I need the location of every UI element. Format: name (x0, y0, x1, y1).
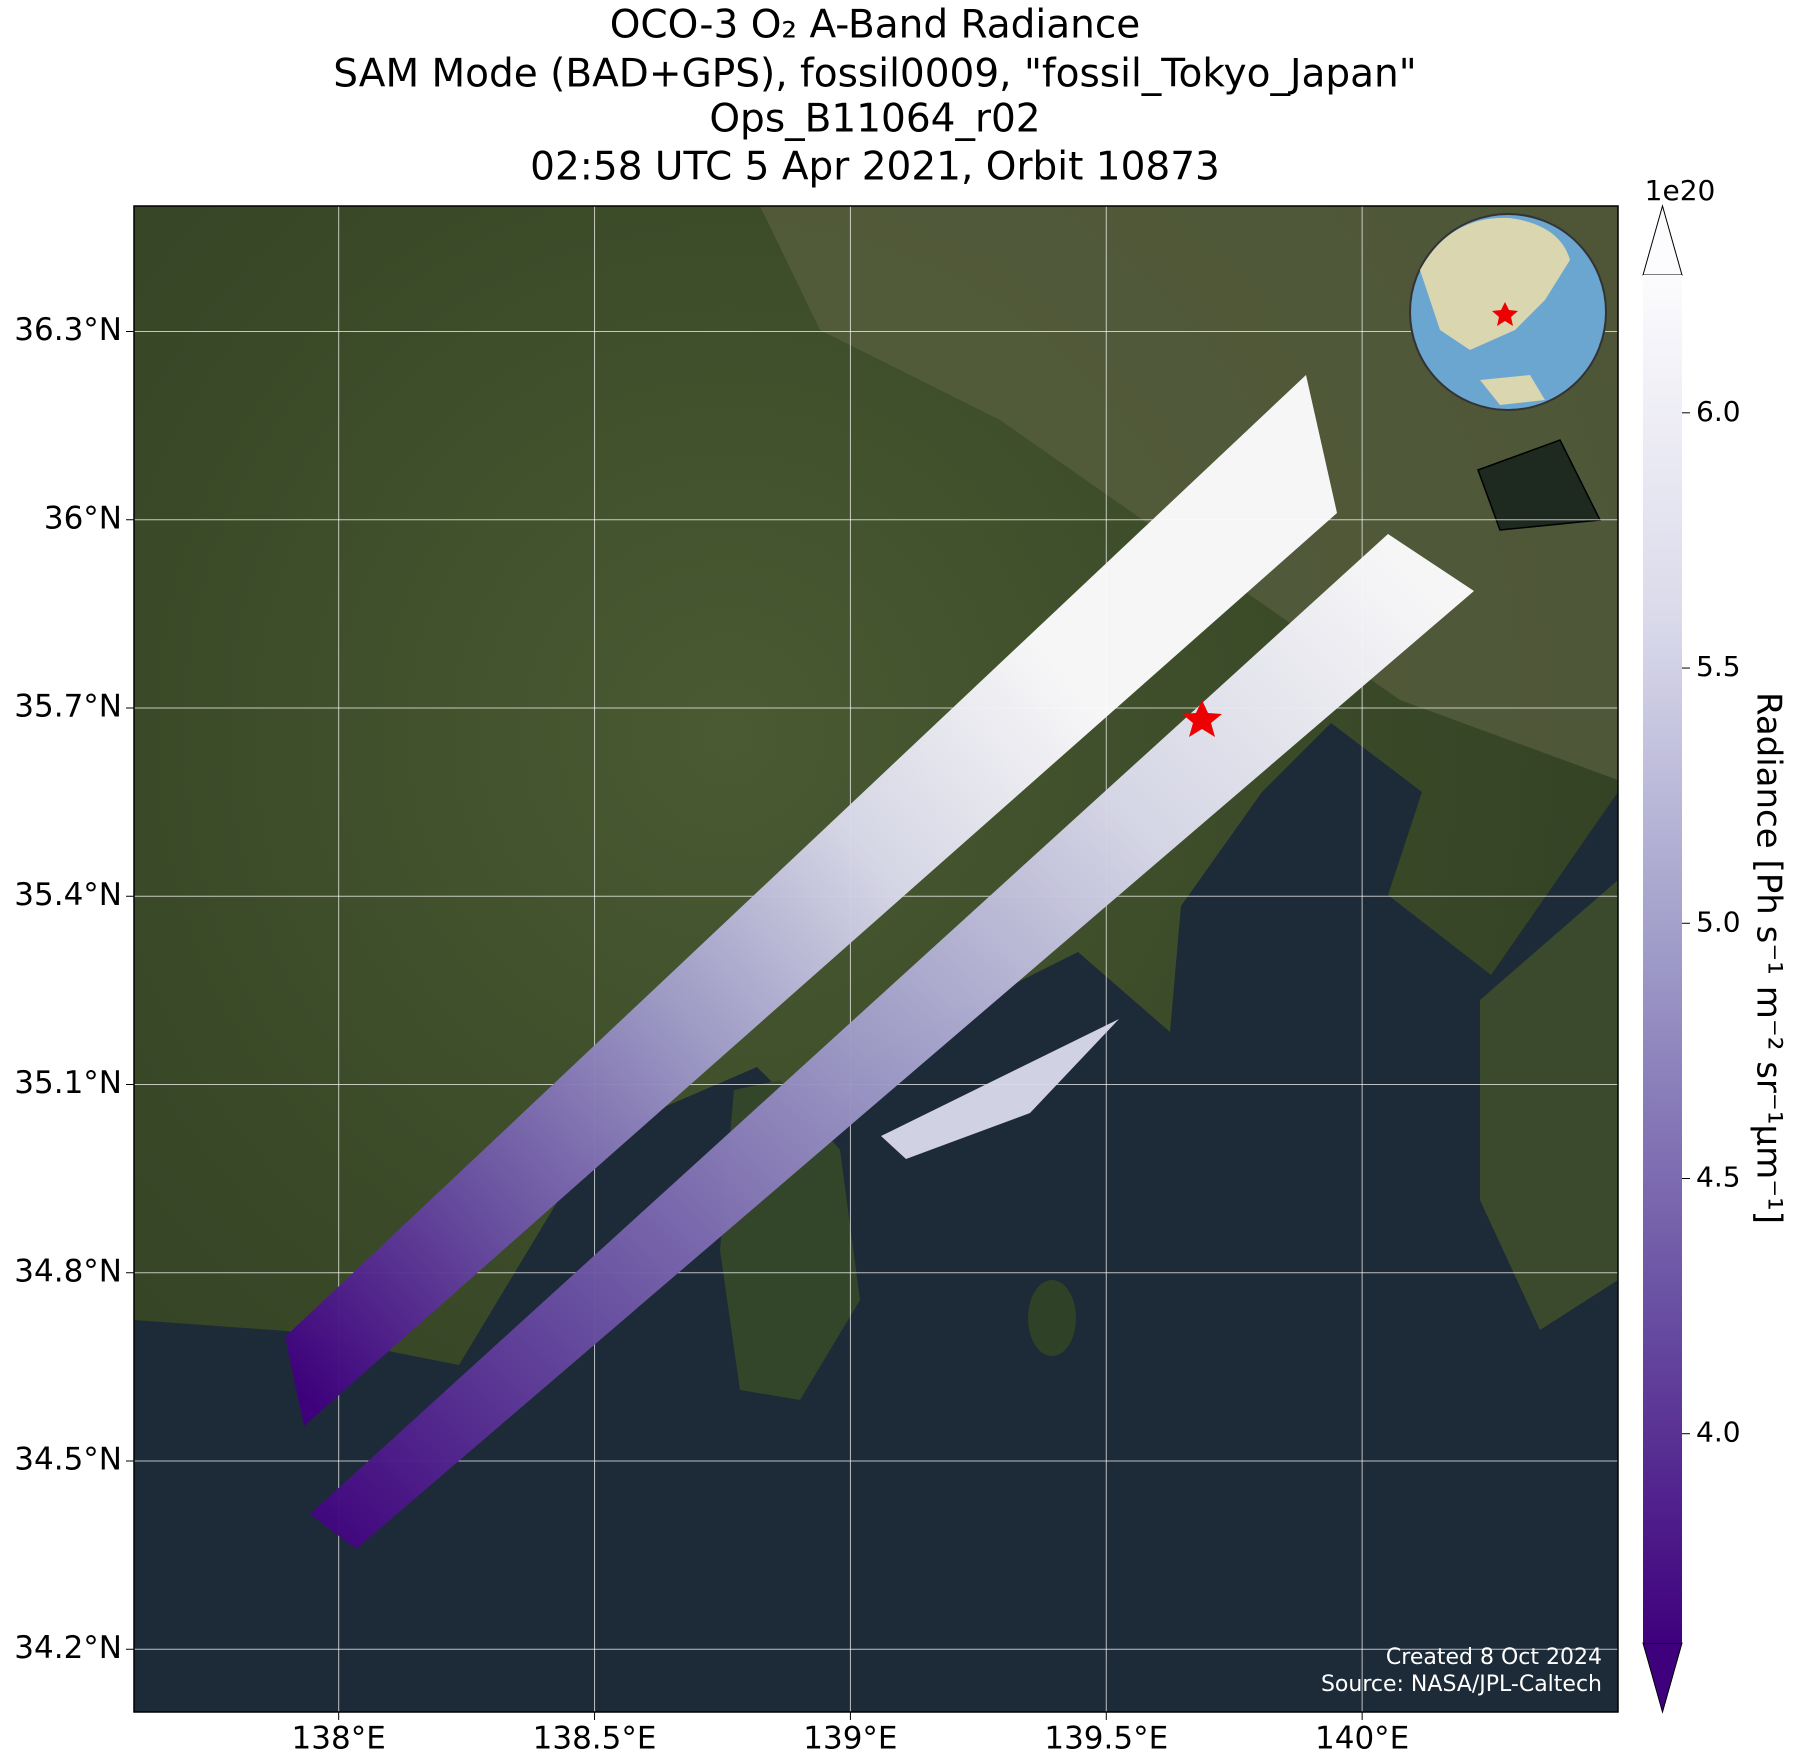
colorbar-tick-label: 6.0 (1696, 395, 1741, 428)
title-line: OCO-3 O₂ A-Band Radiance (610, 3, 1141, 48)
swath (310, 534, 1474, 1549)
colorbar-tick-label: 4.0 (1696, 1416, 1741, 1449)
colorbar-body (1643, 275, 1682, 1643)
colorbar-label: Radiance [Ph s⁻¹ m⁻² sr⁻¹μm⁻¹] (1749, 692, 1789, 1224)
title-line: 02:58 UTC 5 Apr 2021, Orbit 10873 (530, 145, 1220, 190)
swath (881, 1019, 1119, 1159)
colorbar-extend (1642, 204, 1683, 276)
x-tick-label: 138.5°E (533, 1721, 657, 1757)
x-tick-label: 139°E (803, 1721, 897, 1757)
colorbar-tick-label: 5.5 (1696, 650, 1741, 683)
y-tick-label: 34.8°N (14, 1253, 122, 1289)
colorbar-tick-label: 5.0 (1696, 905, 1741, 938)
colorbar-offset: 1e20 (1645, 174, 1716, 207)
inset-globe (1409, 213, 1607, 411)
y-tick-label: 36.3°N (14, 312, 122, 348)
title-line: Ops_B11064_r02 (709, 97, 1040, 142)
credit: Source: NASA/JPL-Caltech (1321, 1672, 1602, 1697)
credit: Created 8 Oct 2024 (1386, 1645, 1602, 1670)
y-tick-label: 34.5°N (14, 1442, 122, 1478)
y-tick-label: 36°N (44, 500, 122, 536)
map-frame (133, 205, 1619, 1713)
y-tick-label: 35.7°N (14, 689, 122, 725)
swath (285, 375, 1337, 1426)
swaths (285, 375, 1474, 1549)
x-tick-label: 139.5°E (1044, 1721, 1168, 1757)
colorbar-tick-label: 4.5 (1696, 1160, 1741, 1193)
y-tick-label: 35.1°N (14, 1065, 122, 1101)
title-line: SAM Mode (BAD+GPS), fossil0009, "fossil_… (333, 52, 1416, 97)
title: OCO-3 O₂ A-Band Radiance SAM Mode (BAD+G… (333, 3, 1416, 190)
colorbar-extend (1642, 1642, 1683, 1714)
x-tick-label: 140°E (1315, 1721, 1409, 1757)
x-tick-label: 138°E (292, 1721, 386, 1757)
y-tick-label: 35.4°N (14, 877, 122, 913)
site-marker (1182, 700, 1222, 737)
y-tick-label: 34.2°N (14, 1630, 122, 1666)
colorbar: 4.0 4.5 5.0 5.5 6.0 (1642, 204, 1741, 1714)
